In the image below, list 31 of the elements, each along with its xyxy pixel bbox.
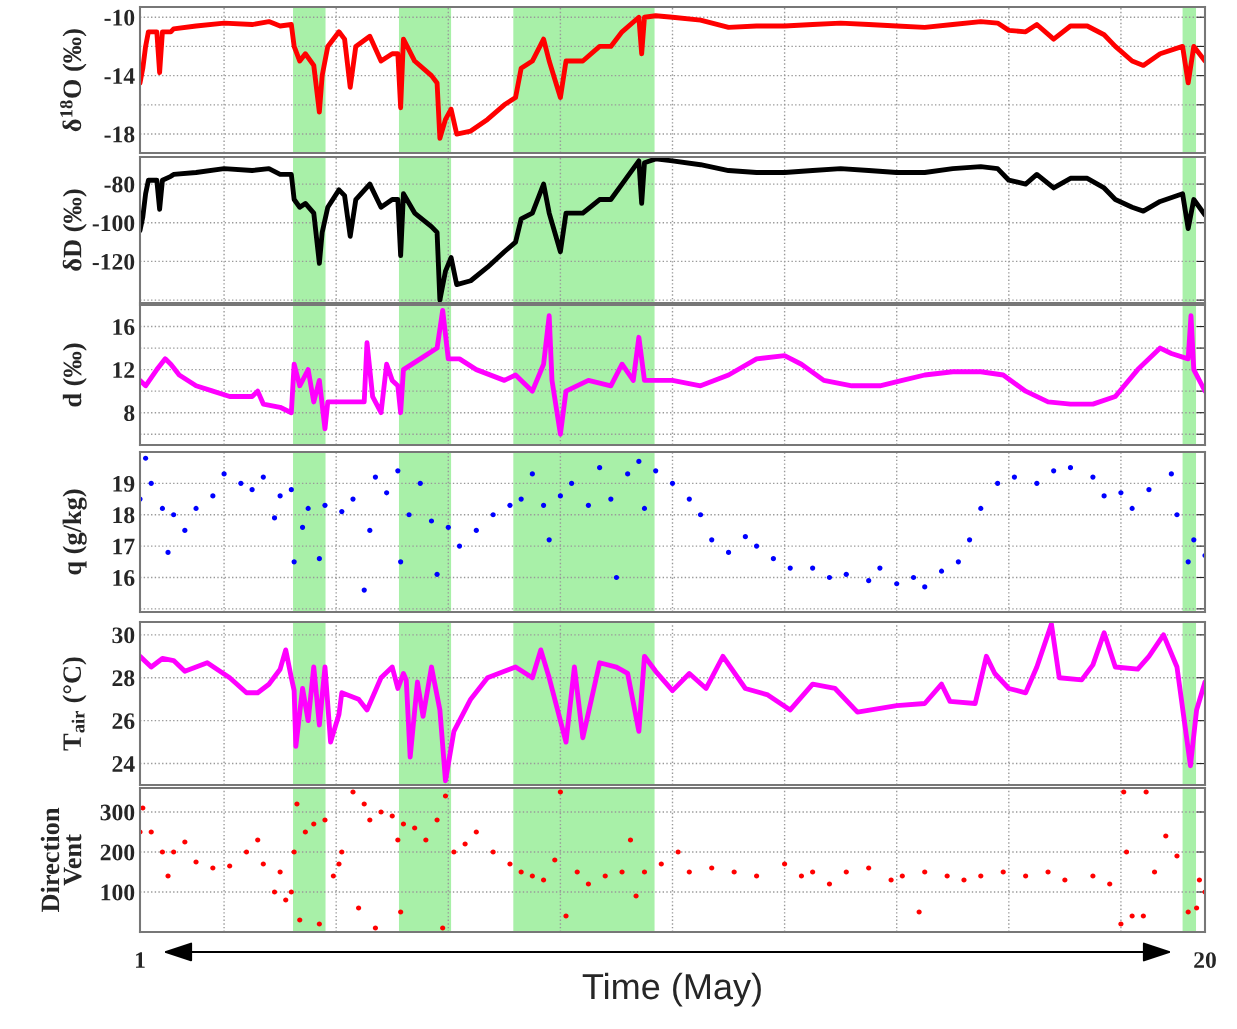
y-axis-title: q (g/kg) [62, 489, 87, 575]
y-axis-title: T$_{air}$ (°C) [62, 657, 87, 751]
y-tick-label: 100 [101, 884, 135, 901]
y-tick-label: -18 [104, 126, 135, 143]
y-tick-label: 8 [124, 405, 135, 422]
line-series [140, 13, 1205, 141]
y-axis-title: δD (‰) [62, 189, 87, 271]
y-tick-label: 18 [113, 507, 135, 524]
y-tick-label: -10 [104, 9, 135, 26]
y-tick-label: 26 [112, 713, 135, 730]
x-tick-label: 20 [1194, 952, 1216, 969]
y-tick-label: 19 [113, 475, 135, 492]
line-series [140, 307, 1205, 437]
y-tick-label: 16 [113, 319, 135, 335]
y-tick-label: 12 [113, 362, 135, 378]
y-tick-label: 200 [100, 844, 135, 861]
y-tick-label: 16 [113, 570, 135, 586]
y-axis-title: d (‰) [62, 343, 87, 407]
y-tick-label: 300 [100, 804, 135, 821]
y-tick-label: -80 [104, 176, 135, 193]
y-tick-label: -14 [104, 68, 135, 84]
y-axis-title: δ$^{18}$O (‰) [60, 29, 87, 132]
y-tick-label: 30 [112, 627, 135, 644]
y-tick-label: -100 [92, 215, 135, 232]
x-tick-label: 1 [135, 952, 145, 968]
y-tick-label: -120 [92, 253, 135, 270]
y-tick-label: 24 [112, 756, 135, 772]
y-tick-label: 17 [113, 538, 135, 555]
y-tick-label: 28 [112, 670, 135, 687]
y-axis-title: Direction Vent [40, 807, 82, 913]
x-axis-title: Time (May) [582, 972, 761, 1007]
